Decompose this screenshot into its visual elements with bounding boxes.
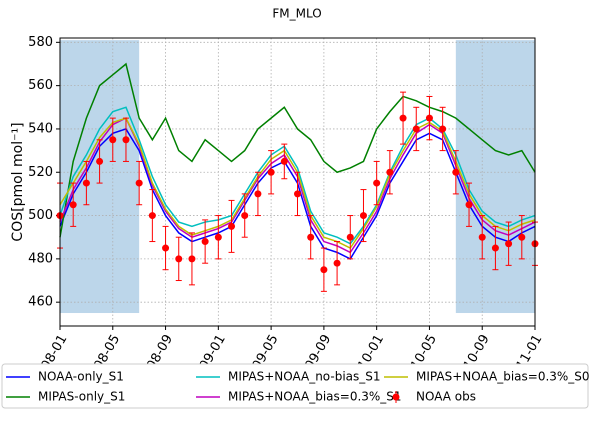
data-point: [148, 212, 156, 220]
data-point: [280, 157, 288, 165]
data-point: [505, 240, 513, 248]
data-point: [188, 255, 196, 263]
data-point: [412, 125, 420, 133]
legend-label: MIPAS+NOAA_bias=0.3%_S1: [228, 390, 402, 404]
data-point: [465, 201, 473, 209]
data-point: [267, 168, 275, 176]
data-point: [491, 244, 499, 252]
data-point: [333, 259, 341, 267]
data-point: [214, 233, 222, 241]
data-point: [201, 238, 209, 246]
data-point: [228, 222, 236, 230]
legend-swatch: [392, 393, 400, 401]
data-point: [386, 168, 394, 176]
data-point: [518, 233, 526, 241]
y-tick-label: 540: [28, 121, 53, 136]
y-axis-label: COS[pmol mol⁻¹]: [10, 122, 26, 241]
data-point: [82, 179, 90, 187]
data-point: [241, 212, 249, 220]
data-point: [425, 114, 433, 122]
data-point: [320, 266, 328, 274]
legend-label: MIPAS+NOAA_bias=0.3%_S0: [416, 370, 590, 384]
data-point: [69, 201, 77, 209]
legend-label: NOAA-only_S1: [38, 370, 124, 384]
y-tick-label: 460: [28, 295, 53, 310]
data-point: [346, 233, 354, 241]
data-point: [399, 114, 407, 122]
data-point: [162, 244, 170, 252]
data-point: [373, 179, 381, 187]
data-point: [307, 233, 315, 241]
series-line: [59, 62, 536, 238]
shaded-span: [455, 40, 535, 314]
y-tick-label: 560: [28, 78, 53, 93]
legend-box: [1, 363, 589, 409]
data-point: [294, 190, 301, 198]
data-point: [452, 168, 460, 176]
y-tick-label: 500: [28, 208, 53, 223]
data-point: [122, 136, 130, 144]
legend-label: MIPAS+NOAA_no-bias_S1: [228, 370, 381, 384]
legend-label: MIPAS-only_S1: [38, 390, 125, 404]
y-tick-label: 580: [28, 35, 53, 50]
data-point: [109, 136, 117, 144]
y-tick-label: 480: [28, 251, 53, 266]
data-point: [478, 233, 486, 241]
data-point: [175, 255, 183, 263]
legend-label: NOAA obs: [416, 390, 476, 404]
chart-title: FM_MLO: [272, 7, 321, 21]
plot-frame: [59, 37, 536, 327]
data-point: [254, 190, 262, 198]
data-point: [135, 179, 143, 187]
data-point: [439, 125, 447, 133]
data-point: [359, 212, 367, 220]
data-point: [96, 157, 104, 165]
y-tick-label: 520: [28, 165, 53, 180]
